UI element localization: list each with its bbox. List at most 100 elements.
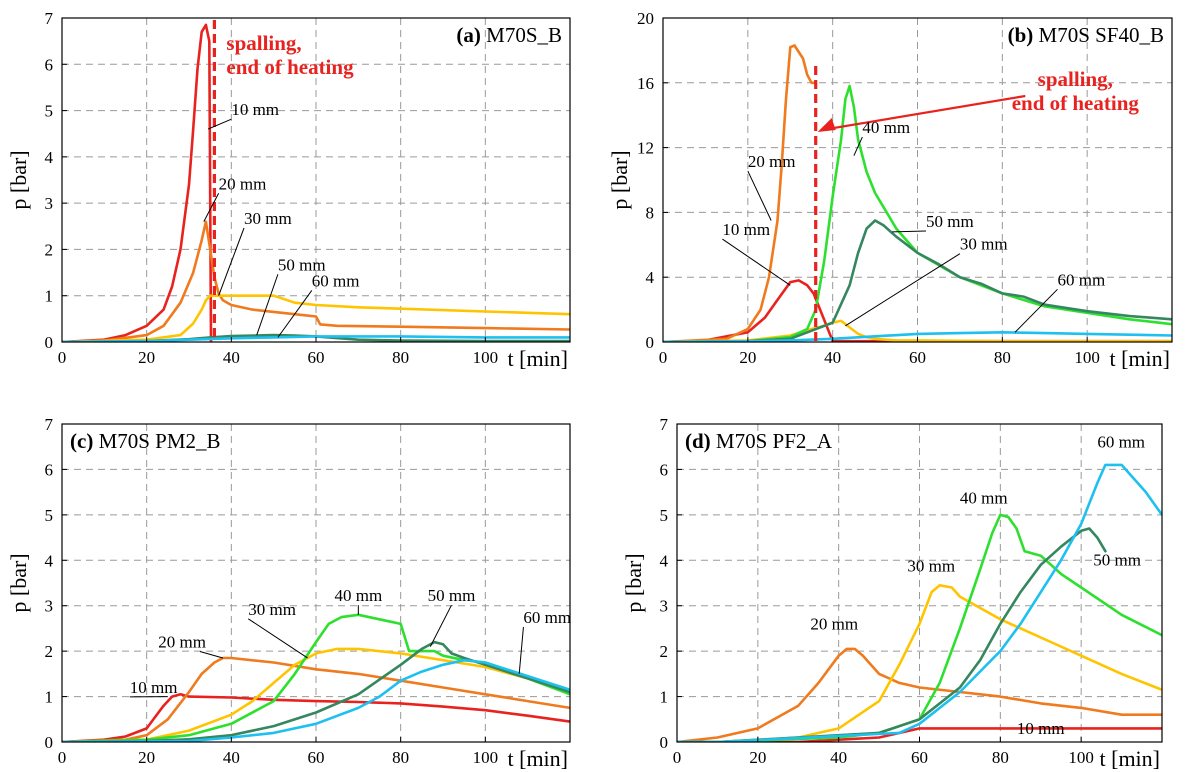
panel-letter: (a) bbox=[456, 23, 481, 47]
label-leader-line bbox=[845, 253, 961, 327]
series-label: 10 mm bbox=[231, 100, 279, 119]
spalling-annotation-line: spalling, bbox=[226, 31, 301, 55]
y-tick-label: 4 bbox=[660, 551, 669, 570]
x-axis-label: t [min] bbox=[1110, 346, 1171, 371]
label-leader-line bbox=[429, 604, 452, 647]
series-line-30-mm bbox=[62, 647, 570, 742]
y-tick-label: 6 bbox=[45, 460, 54, 479]
panel-letter: (c) bbox=[70, 429, 93, 453]
chart-panel-3: 0 20 40 60 80 100 0 1 2 3 4 5 6 7 t [min] p [bar] (d) M7… bbox=[621, 415, 1163, 771]
series-line-50-mm bbox=[677, 527, 1107, 742]
x-tick-label: 40 bbox=[830, 748, 847, 767]
x-tick-label: 20 bbox=[138, 348, 155, 367]
y-tick-label: 3 bbox=[45, 194, 54, 213]
y-tick-label: 4 bbox=[646, 268, 655, 287]
y-tick-label: 1 bbox=[45, 688, 54, 707]
series-label: 60 mm bbox=[1057, 270, 1105, 289]
series-line-60-mm bbox=[62, 658, 570, 742]
spalling-annotation-line: spalling, bbox=[1038, 67, 1113, 91]
y-axis-label: p [bar] bbox=[607, 150, 632, 209]
y-tick-label: 5 bbox=[45, 506, 54, 525]
series-label: 50 mm bbox=[926, 212, 974, 231]
panel-title: (c) M70S PM2_B bbox=[70, 429, 221, 453]
x-tick-label: 40 bbox=[223, 748, 240, 767]
series-line-10-mm bbox=[62, 23, 213, 342]
x-tick-label: 80 bbox=[392, 348, 409, 367]
y-tick-label: 2 bbox=[45, 240, 54, 259]
series-line-60-mm bbox=[677, 463, 1162, 742]
series-line-10-mm bbox=[62, 693, 570, 742]
label-leader-line bbox=[207, 118, 232, 130]
panel-title: (a) M70S_B bbox=[456, 23, 562, 47]
label-leader-line bbox=[1014, 288, 1058, 333]
x-tick-label: 20 bbox=[749, 748, 766, 767]
series-label: 10 mm bbox=[130, 678, 178, 697]
y-tick-label: 7 bbox=[660, 415, 669, 434]
x-tick-label: 60 bbox=[909, 348, 926, 367]
x-tick-label: 0 bbox=[673, 748, 682, 767]
y-tick-label: 0 bbox=[646, 333, 655, 352]
y-tick-label: 0 bbox=[45, 333, 54, 352]
y-tick-label: 0 bbox=[660, 733, 669, 752]
y-tick-label: 20 bbox=[637, 9, 654, 28]
series-line-50-mm bbox=[663, 219, 1172, 342]
y-tick-label: 5 bbox=[660, 506, 669, 525]
series-line-20-mm bbox=[677, 647, 1162, 742]
series-label: 40 mm bbox=[862, 118, 910, 137]
series-line-40-mm bbox=[62, 613, 570, 742]
x-tick-label: 80 bbox=[392, 748, 409, 767]
panel-name: M70S SF40_B bbox=[1033, 23, 1164, 47]
y-tick-label: 7 bbox=[45, 9, 54, 28]
x-axis-label: t [min] bbox=[1100, 746, 1161, 771]
spalling-arrow-head bbox=[817, 118, 836, 132]
x-axis-label: t [min] bbox=[508, 346, 569, 371]
label-leader-line bbox=[722, 238, 791, 286]
series-label: 10 mm bbox=[722, 220, 770, 239]
x-tick-label: 20 bbox=[739, 348, 756, 367]
series-label: 20 mm bbox=[158, 633, 206, 652]
spalling-annotation-line: end of heating bbox=[226, 55, 354, 79]
x-axis-label: t [min] bbox=[508, 746, 569, 771]
series-label: 20 mm bbox=[219, 174, 267, 193]
y-tick-label: 1 bbox=[45, 287, 54, 306]
y-tick-label: 6 bbox=[45, 55, 54, 74]
label-leader-line bbox=[203, 193, 220, 222]
y-tick-label: 8 bbox=[646, 203, 655, 222]
x-tick-label: 100 bbox=[473, 748, 499, 767]
series-label: 30 mm bbox=[907, 557, 955, 576]
series-label: 10 mm bbox=[1017, 719, 1065, 738]
x-tick-label: 100 bbox=[473, 348, 499, 367]
x-tick-label: 0 bbox=[58, 348, 67, 367]
series-line-30-mm bbox=[62, 294, 570, 342]
y-tick-label: 2 bbox=[660, 642, 669, 661]
series-label: 40 mm bbox=[960, 489, 1008, 508]
series-line-30-mm bbox=[677, 584, 1162, 742]
series-label: 50 mm bbox=[278, 255, 326, 274]
series-label: 50 mm bbox=[428, 586, 476, 605]
spalling-annotation-line: end of heating bbox=[1012, 91, 1140, 115]
y-tick-label: 12 bbox=[637, 139, 654, 158]
x-tick-label: 0 bbox=[659, 348, 668, 367]
series-label: 20 mm bbox=[810, 614, 858, 633]
y-tick-label: 4 bbox=[45, 551, 54, 570]
x-tick-label: 40 bbox=[824, 348, 841, 367]
x-tick-label: 60 bbox=[911, 748, 928, 767]
y-tick-label: 5 bbox=[45, 102, 54, 121]
chart-panel-2: 0 20 40 60 80 100 0 1 2 3 4 5 6 7 t [min] p [bar] (c) M7… bbox=[6, 415, 571, 771]
label-leader-line bbox=[747, 170, 772, 221]
x-tick-label: 60 bbox=[308, 748, 325, 767]
x-tick-label: 100 bbox=[1068, 748, 1094, 767]
label-leader-line bbox=[199, 651, 224, 659]
y-tick-label: 0 bbox=[45, 733, 54, 752]
y-axis-label: p [bar] bbox=[6, 150, 31, 209]
y-tick-label: 3 bbox=[45, 597, 54, 616]
series-label: 30 mm bbox=[960, 235, 1008, 254]
x-tick-label: 0 bbox=[58, 748, 67, 767]
label-leader-line bbox=[853, 136, 863, 156]
label-leader-line bbox=[518, 626, 524, 674]
y-tick-label: 3 bbox=[660, 597, 669, 616]
series-line-20-mm bbox=[62, 656, 570, 742]
y-tick-label: 16 bbox=[637, 74, 654, 93]
x-tick-label: 80 bbox=[992, 748, 1009, 767]
